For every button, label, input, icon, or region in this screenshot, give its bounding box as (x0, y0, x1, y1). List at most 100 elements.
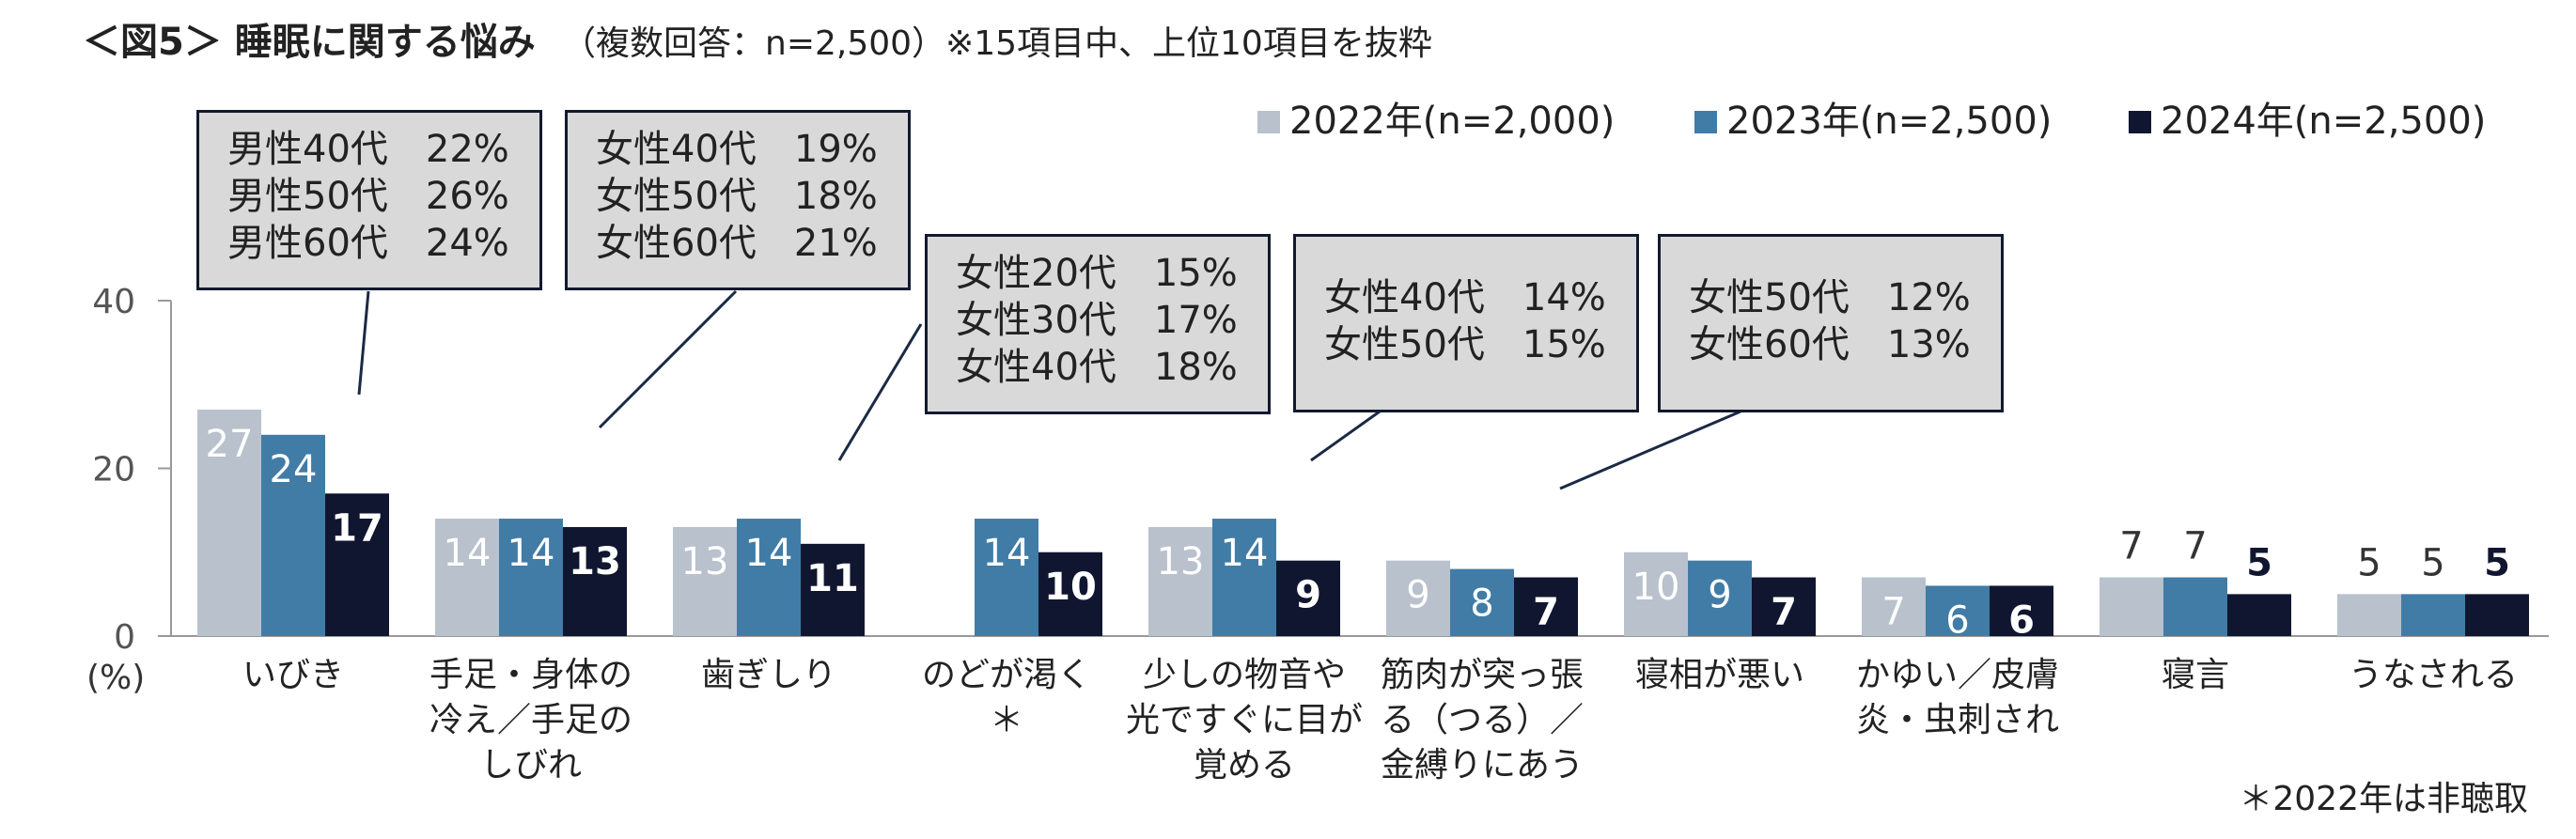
chart-title-group: ＜図5＞ 睡眠に関する悩み （複数回答：n=2,500）※15項目中、上位10項… (83, 21, 1432, 64)
data-label: 6 (1945, 598, 1969, 642)
legend-swatch (2129, 111, 2151, 133)
category-label: 手足・身体の冷え／手足のしびれ (429, 656, 632, 785)
bar (2100, 577, 2163, 636)
bar (325, 493, 389, 636)
category-label: 歯ぎしり (701, 656, 836, 694)
bar (801, 543, 865, 636)
bar (1038, 552, 1102, 636)
data-label: 7 (2183, 525, 2207, 568)
chart-subtitle: （複数回答：n=2,500）※15項目中、上位10項目を抜粋 (562, 24, 1432, 63)
data-label: 14 (507, 532, 555, 575)
bar (1862, 577, 1926, 636)
bars (197, 410, 2529, 636)
legend-label: 2023年(n=2,500) (1726, 100, 2052, 143)
data-label: 24 (270, 448, 318, 491)
data-label: 6 (2008, 598, 2035, 642)
bar (261, 434, 325, 636)
data-label: 9 (1295, 574, 1321, 617)
callout-line: 男性40代 22% (227, 128, 509, 171)
data-label: 5 (2357, 541, 2381, 584)
y-axis-unit-label: (%) (86, 659, 145, 697)
bar (2337, 594, 2401, 636)
data-label: 10 (1044, 566, 1097, 609)
callout-line: 女性20代 15% (956, 252, 1238, 295)
leader-line (357, 290, 370, 396)
bar (1926, 585, 1990, 636)
callout-line: 女性50代 12% (1689, 276, 1971, 319)
callout-line: 女性40代 14% (1324, 276, 1606, 319)
bar (1450, 568, 1514, 636)
data-label: 7 (2119, 525, 2143, 568)
data-label: 7 (1533, 591, 1559, 634)
category-label: 少しの物音や光ですぐに目が覚める (1126, 656, 1363, 785)
legend-label: 2022年(n=2,000) (1289, 100, 1615, 143)
data-label: 9 (1708, 574, 1731, 617)
leader-line (1310, 410, 1381, 462)
leader-line (837, 323, 923, 461)
bar (1990, 585, 2053, 636)
category-label: いびき (242, 656, 344, 694)
bar (1514, 577, 1578, 636)
bar (1752, 577, 1816, 636)
bar (1386, 560, 1450, 636)
callout-line: 女性40代 19% (596, 128, 878, 171)
legend-swatch (1257, 111, 1280, 133)
legend: 2022年(n=2,000) 2023年(n=2,500) 2024年(n=2,50… (1257, 100, 2486, 143)
category-labels: いびき 手足・身体の冷え／手足のしびれ 歯ぎしり のどが渇く＊ 少しの物音や光ですぐに目… (242, 656, 2518, 785)
category-label: うなされる (2349, 656, 2518, 694)
bar (1212, 519, 1276, 636)
callout-line: 男性50代 26% (227, 175, 509, 218)
footnote: ＊2022年は非聴取 (2239, 780, 2528, 818)
callout-line: 女性60代 21% (596, 222, 878, 265)
chart-title: ＜図5＞ 睡眠に関する悩み (83, 21, 536, 64)
bar (673, 526, 737, 636)
callout-box: 女性40代 14% 女性50代 15% (1293, 234, 1639, 412)
data-label: 10 (1632, 566, 1680, 609)
bar (2163, 577, 2227, 636)
data-label: 11 (806, 557, 859, 600)
bar (2227, 594, 2291, 636)
callout-box: 女性50代 12% 女性60代 13% (1658, 234, 2004, 412)
bar (1688, 560, 1752, 636)
callout-line: 女性60代 13% (1689, 323, 1971, 366)
bar (435, 519, 499, 636)
data-label: 27 (206, 423, 254, 466)
category-label: 寝相が悪い (1635, 656, 1804, 694)
bar (1148, 526, 1212, 636)
bar (197, 410, 261, 636)
bar (2465, 594, 2529, 636)
callout-line: 女性40代 18% (956, 346, 1238, 389)
data-label: 17 (331, 506, 383, 550)
data-label: 14 (1221, 532, 1269, 575)
callout-line: 男性60代 24% (227, 222, 509, 265)
data-label: 14 (444, 532, 492, 575)
y-tick-label: 40 (92, 283, 135, 321)
data-label: 5 (2421, 541, 2444, 584)
category-label: 寝言 (2162, 656, 2229, 694)
bar (975, 519, 1038, 636)
data-label: 9 (1406, 574, 1429, 617)
callout-box: 女性40代 19% 女性50代 18% 女性60代 21% (565, 110, 911, 290)
data-label: 7 (1881, 591, 1905, 634)
data-label: 13 (681, 540, 729, 583)
bar (1624, 552, 1688, 636)
callout-line: 女性50代 15% (1324, 323, 1606, 366)
bar (563, 526, 627, 636)
leader-line (598, 289, 738, 429)
bar (1276, 560, 1340, 636)
data-label: 14 (745, 532, 793, 575)
category-label: のどが渇く＊ (922, 656, 1091, 739)
data-label: 13 (569, 540, 621, 583)
data-label: 5 (2246, 541, 2272, 584)
callout-line: 女性50代 18% (596, 175, 878, 218)
bar (499, 519, 563, 636)
data-label: 8 (1470, 583, 1493, 626)
callout-box: 男性40代 22% 男性50代 26% 男性60代 24% (196, 110, 542, 290)
data-label: 14 (983, 532, 1031, 575)
callout-line: 女性30代 17% (956, 299, 1238, 342)
data-label: 5 (2484, 541, 2510, 584)
callout-box: 女性20代 15% 女性30代 17% 女性40代 18% (925, 234, 1271, 414)
data-label: 7 (1771, 591, 1797, 634)
